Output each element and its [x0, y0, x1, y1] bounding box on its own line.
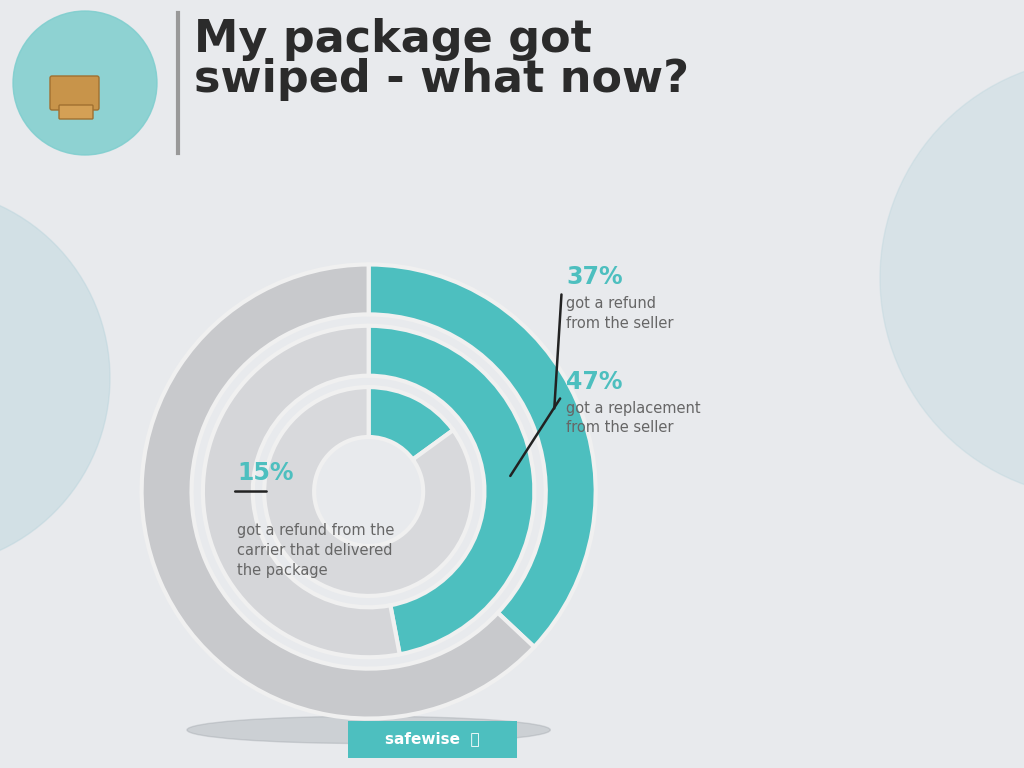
Text: got a refund from the
carrier that delivered
the package: got a refund from the carrier that deliv… [237, 523, 394, 578]
Wedge shape [203, 326, 399, 657]
Wedge shape [369, 264, 596, 647]
Text: got a refund
from the seller: got a refund from the seller [566, 296, 674, 331]
Wedge shape [264, 387, 473, 596]
FancyBboxPatch shape [59, 105, 93, 119]
Wedge shape [141, 264, 535, 719]
Text: 47%: 47% [566, 370, 623, 394]
Text: My package got: My package got [194, 18, 592, 61]
Circle shape [880, 58, 1024, 498]
FancyBboxPatch shape [340, 720, 525, 760]
Text: got a replacement
from the seller: got a replacement from the seller [566, 401, 700, 435]
Wedge shape [369, 326, 535, 654]
Text: 37%: 37% [566, 266, 623, 290]
Text: safewise  🦉: safewise 🦉 [385, 731, 480, 746]
Text: swiped - what now?: swiped - what now? [194, 58, 689, 101]
FancyBboxPatch shape [50, 76, 99, 110]
Circle shape [13, 11, 157, 155]
Circle shape [0, 188, 110, 568]
Ellipse shape [187, 717, 550, 743]
Text: 15%: 15% [237, 461, 294, 485]
Wedge shape [369, 387, 454, 459]
